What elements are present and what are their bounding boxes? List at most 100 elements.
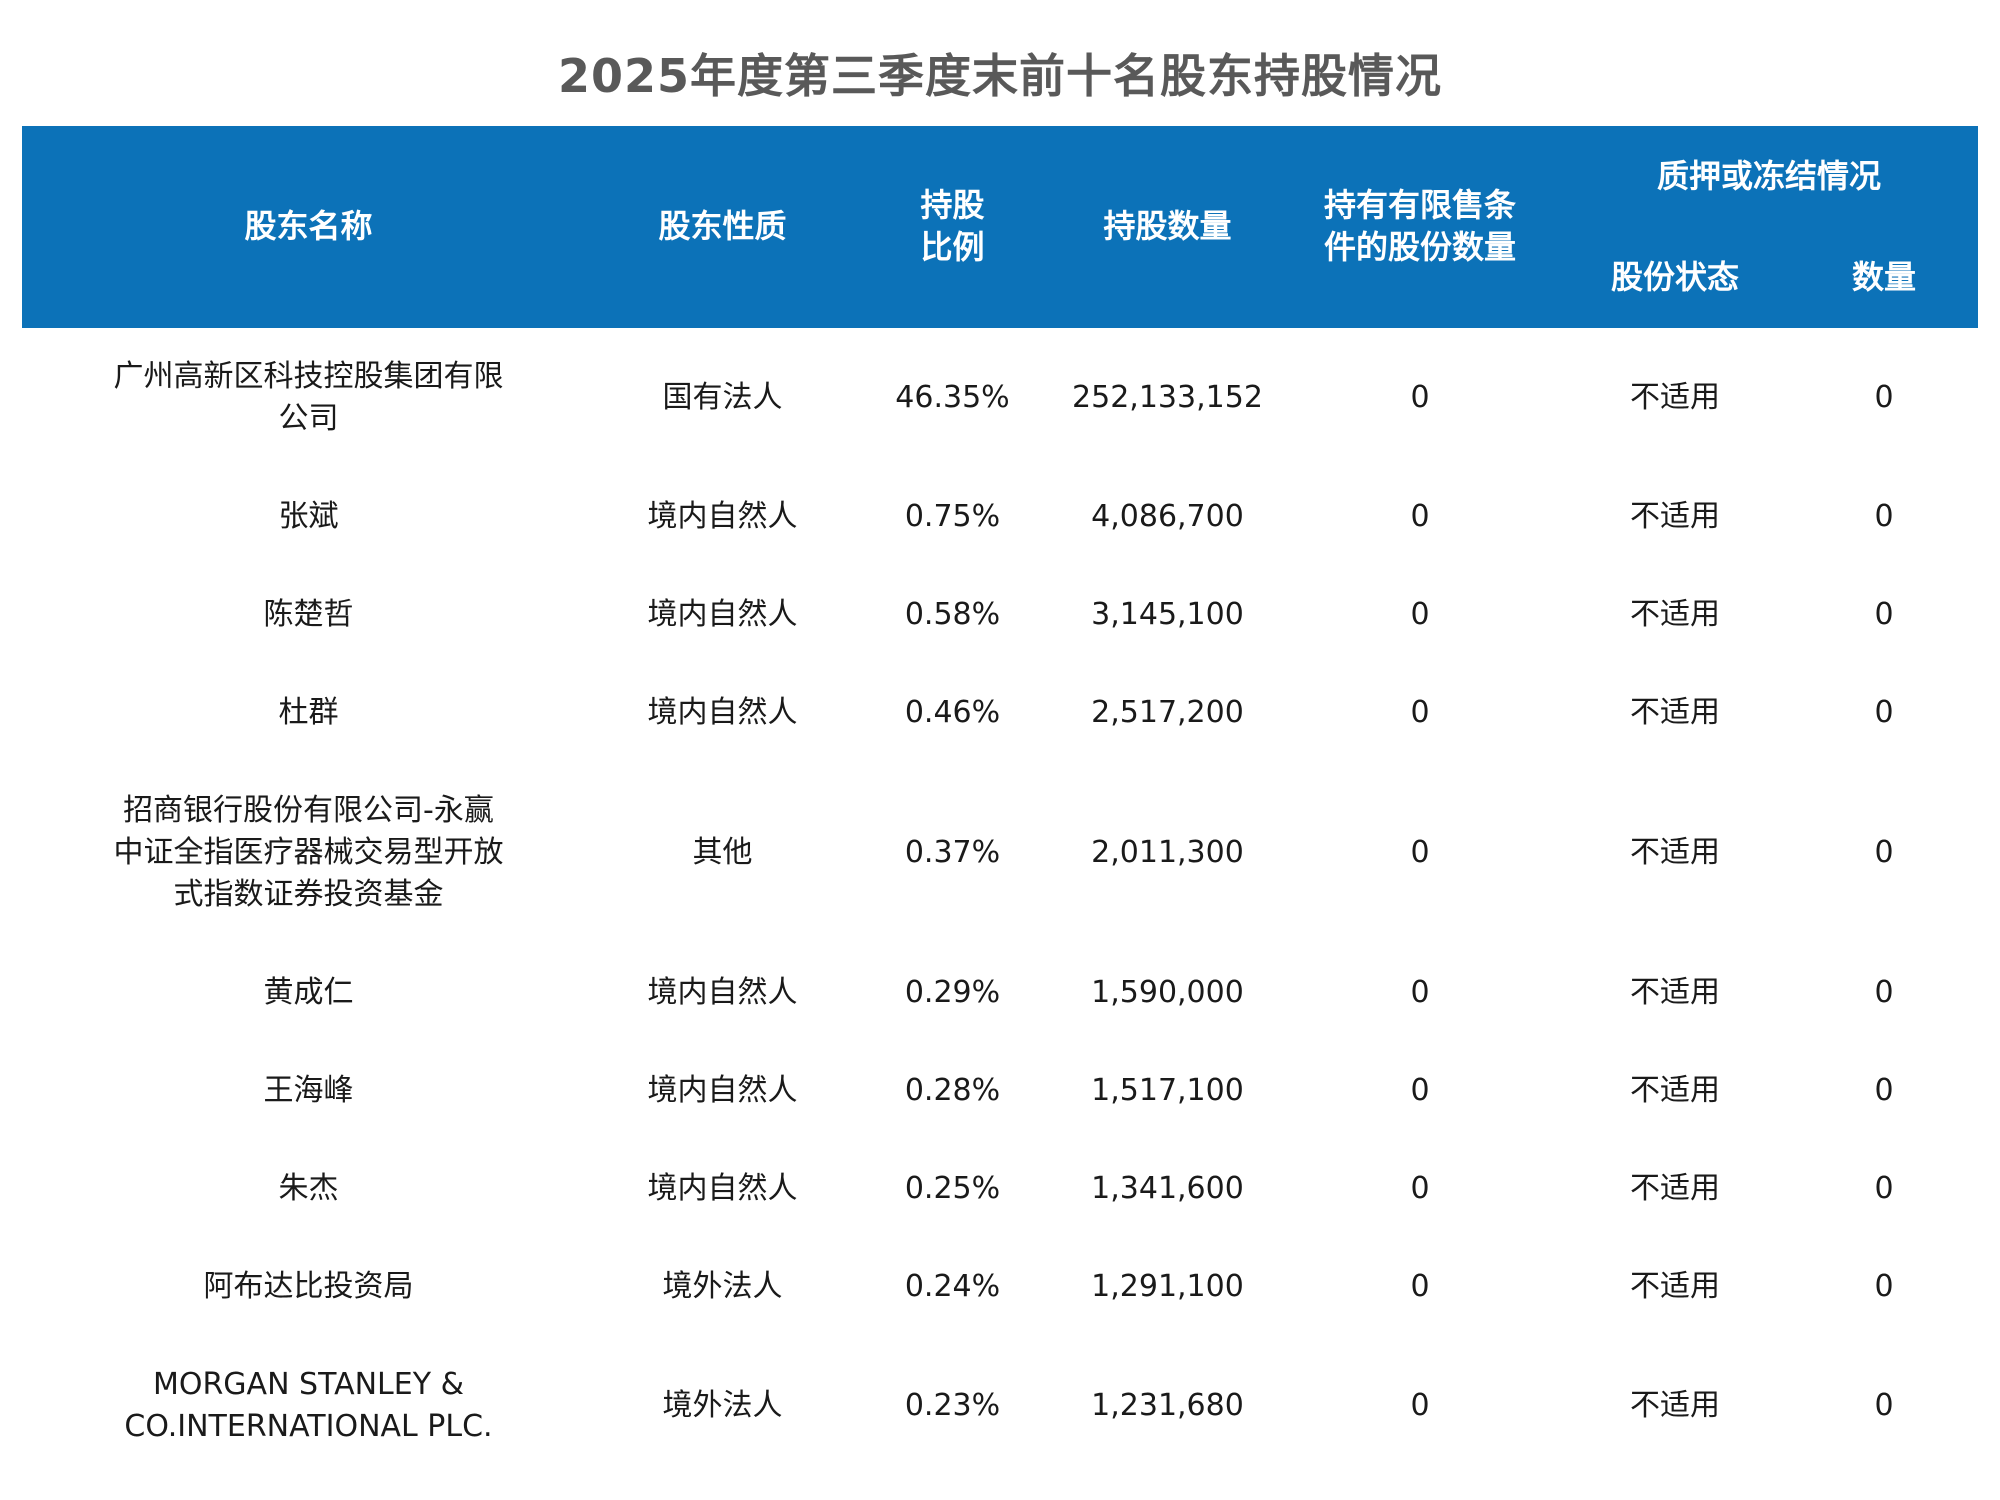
cell-shareholder-nature: 境内自然人 (594, 1042, 850, 1140)
col-header-holding-shares: 持股数量 (1054, 126, 1280, 328)
cell-share-status: 不适用 (1559, 1238, 1790, 1336)
cell-shareholder-nature: 境内自然人 (594, 468, 850, 566)
col-header-pledge-qty: 数量 (1789, 228, 1978, 328)
cell-share-status: 不适用 (1559, 1336, 1790, 1476)
col-header-share-status-label: 股份状态 (1610, 258, 1739, 297)
cell-shareholder-nature: 国有法人 (594, 328, 850, 468)
table-row: 朱杰 境内自然人 0.25% 1,341,600 0 不适用 0 (21, 1140, 1978, 1238)
col-header-pledge-group-label: 质押或冻结情况 (1656, 157, 1881, 196)
cell-holding-shares: 2,517,200 (1054, 664, 1280, 762)
cell-shareholder-name: 陈楚哲 (21, 566, 595, 664)
cell-restricted-shares: 0 (1279, 566, 1560, 664)
col-header-holding-ratio: 持股比例 (849, 126, 1055, 328)
col-header-pledge-group: 质押或冻结情况 (1559, 126, 1978, 228)
cell-share-status: 不适用 (1559, 762, 1790, 944)
cell-holding-shares: 1,291,100 (1054, 1238, 1280, 1336)
table-row: 陈楚哲 境内自然人 0.58% 3,145,100 0 不适用 0 (21, 566, 1978, 664)
col-header-shareholder-nature: 股东性质 (594, 126, 850, 328)
cell-holding-ratio: 0.24% (849, 1238, 1055, 1336)
col-header-shareholder-name: 股东名称 (21, 126, 595, 328)
cell-holding-ratio: 0.58% (849, 566, 1055, 664)
table-row: 招商银行股份有限公司-永赢中证全指医疗器械交易型开放式指数证券投资基金 其他 0… (21, 762, 1978, 944)
cell-shareholder-name: MORGAN STANLEY & CO.INTERNATIONAL PLC. (21, 1336, 595, 1476)
cell-share-status: 不适用 (1559, 328, 1790, 468)
col-header-holding-ratio-label: 持股比例 (920, 186, 985, 266)
cell-shareholder-name: 王海峰 (21, 1042, 595, 1140)
cell-share-status: 不适用 (1559, 468, 1790, 566)
cell-pledge-qty: 0 (1789, 1238, 1978, 1336)
cell-restricted-shares: 0 (1279, 1042, 1560, 1140)
cell-holding-shares: 1,517,100 (1054, 1042, 1280, 1140)
cell-pledge-qty: 0 (1789, 468, 1978, 566)
cell-shareholder-nature: 境内自然人 (594, 664, 850, 762)
shareholders-table: 股东名称 股东性质 持股比例 持股数量 持有有限售条件的股份数量 质押或冻结情况 (21, 126, 1978, 1476)
table-row: 张斌 境内自然人 0.75% 4,086,700 0 不适用 0 (21, 468, 1978, 566)
cell-share-status: 不适用 (1559, 566, 1790, 664)
cell-share-status: 不适用 (1559, 944, 1790, 1042)
cell-holding-shares: 252,133,152 (1054, 328, 1280, 468)
col-header-share-status: 股份状态 (1559, 228, 1790, 328)
table-header: 股东名称 股东性质 持股比例 持股数量 持有有限售条件的股份数量 质押或冻结情况 (21, 126, 1978, 328)
cell-share-status: 不适用 (1559, 1140, 1790, 1238)
cell-holding-shares: 2,011,300 (1054, 762, 1280, 944)
cell-pledge-qty: 0 (1789, 762, 1978, 944)
cell-shareholder-nature: 境外法人 (594, 1238, 850, 1336)
cell-pledge-qty: 0 (1789, 1140, 1978, 1238)
cell-restricted-shares: 0 (1279, 328, 1560, 468)
col-header-restricted-shares: 持有有限售条件的股份数量 (1279, 126, 1560, 328)
cell-shareholder-nature: 境内自然人 (594, 566, 850, 664)
cell-holding-ratio: 0.37% (849, 762, 1055, 944)
table-row: 杜群 境内自然人 0.46% 2,517,200 0 不适用 0 (21, 664, 1978, 762)
cell-share-status: 不适用 (1559, 664, 1790, 762)
cell-share-status: 不适用 (1559, 1042, 1790, 1140)
cell-shareholder-nature: 其他 (594, 762, 850, 944)
page-title: 2025年度第三季度末前十名股东持股情况 (557, 49, 1443, 103)
cell-holding-ratio: 0.25% (849, 1140, 1055, 1238)
col-header-shareholder-name-label: 股东名称 (244, 207, 373, 246)
cell-restricted-shares: 0 (1279, 1140, 1560, 1238)
cell-restricted-shares: 0 (1279, 664, 1560, 762)
table-body: 广州高新区科技控股集团有限公司 国有法人 46.35% 252,133,152 … (21, 328, 1978, 1476)
cell-holding-ratio: 0.46% (849, 664, 1055, 762)
cell-restricted-shares: 0 (1279, 1238, 1560, 1336)
col-header-restricted-shares-label: 持有有限售条件的股份数量 (1323, 186, 1516, 266)
cell-holding-shares: 1,590,000 (1054, 944, 1280, 1042)
col-header-pledge-qty-label: 数量 (1851, 258, 1916, 297)
cell-pledge-qty: 0 (1789, 664, 1978, 762)
cell-shareholder-name: 阿布达比投资局 (21, 1238, 595, 1336)
table-row: 黄成仁 境内自然人 0.29% 1,590,000 0 不适用 0 (21, 944, 1978, 1042)
cell-holding-shares: 1,341,600 (1054, 1140, 1280, 1238)
cell-pledge-qty: 0 (1789, 1336, 1978, 1476)
cell-holding-shares: 3,145,100 (1054, 566, 1280, 664)
col-header-holding-shares-label: 持股数量 (1103, 207, 1232, 246)
cell-restricted-shares: 0 (1279, 944, 1560, 1042)
cell-holding-ratio: 0.28% (849, 1042, 1055, 1140)
cell-shareholder-nature: 境内自然人 (594, 1140, 850, 1238)
cell-pledge-qty: 0 (1789, 328, 1978, 468)
col-header-shareholder-nature-label: 股东性质 (658, 207, 787, 246)
cell-pledge-qty: 0 (1789, 944, 1978, 1042)
cell-shareholder-nature: 境外法人 (594, 1336, 850, 1476)
cell-holding-shares: 4,086,700 (1054, 468, 1280, 566)
cell-restricted-shares: 0 (1279, 468, 1560, 566)
cell-holding-shares: 1,231,680 (1054, 1336, 1280, 1476)
table-row: MORGAN STANLEY & CO.INTERNATIONAL PLC. 境… (21, 1336, 1978, 1476)
cell-holding-ratio: 46.35% (849, 328, 1055, 468)
cell-holding-ratio: 0.23% (849, 1336, 1055, 1476)
table-row: 广州高新区科技控股集团有限公司 国有法人 46.35% 252,133,152 … (21, 328, 1978, 468)
cell-pledge-qty: 0 (1789, 566, 1978, 664)
cell-shareholder-nature: 境内自然人 (594, 944, 850, 1042)
cell-shareholder-name: 朱杰 (21, 1140, 595, 1238)
cell-shareholder-name: 杜群 (21, 664, 595, 762)
cell-shareholder-name: 黄成仁 (21, 944, 595, 1042)
cell-holding-ratio: 0.29% (849, 944, 1055, 1042)
cell-restricted-shares: 0 (1279, 762, 1560, 944)
cell-shareholder-name: 张斌 (21, 468, 595, 566)
cell-holding-ratio: 0.75% (849, 468, 1055, 566)
table-row: 阿布达比投资局 境外法人 0.24% 1,291,100 0 不适用 0 (21, 1238, 1978, 1336)
cell-restricted-shares: 0 (1279, 1336, 1560, 1476)
table-row: 王海峰 境内自然人 0.28% 1,517,100 0 不适用 0 (21, 1042, 1978, 1140)
cell-shareholder-name: 招商银行股份有限公司-永赢中证全指医疗器械交易型开放式指数证券投资基金 (21, 762, 595, 944)
cell-shareholder-name: 广州高新区科技控股集团有限公司 (21, 328, 595, 468)
